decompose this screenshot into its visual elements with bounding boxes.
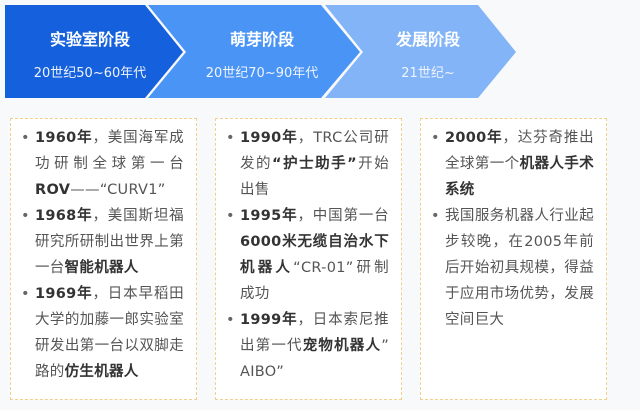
event-item: 1990年，TRC公司研发的“护士助手”开始出售: [226, 125, 390, 203]
event-text: ，日本索尼推出第一代: [240, 312, 389, 354]
stage-box-2: 1990年，TRC公司研发的“护士助手”开始出售 1995年，中国第一台 6000米…: [215, 118, 402, 400]
highlight-text: 机器人手术系统: [445, 156, 595, 198]
event-text: 我国服务机器人行业起步较晚，在2005年前后开始初具规模，得益于应用市场优势，发…: [445, 208, 594, 328]
event-text: 开始出售: [240, 156, 389, 198]
event-text: ——“CURV1”: [70, 182, 166, 198]
stage-title-2: 萌芽阶段: [229, 30, 294, 49]
event-item: 1999年，日本索尼推出第一代宠物机器人” AIBO”: [226, 307, 389, 385]
highlight-text: 2000年: [445, 130, 503, 146]
highlight-text: 1999年: [240, 312, 298, 328]
highlight-text: 1960年: [35, 130, 93, 146]
stage-timeline: [5, 5, 516, 98]
event-item: 我国服务机器人行业起步较晚，在2005年前后开始初具规模，得益于应用市场优势，发…: [431, 203, 594, 333]
stage-arrow-3: [325, 5, 516, 98]
stage-period-2: 20世纪70~90年代: [205, 66, 319, 81]
stage-arrow-2: [148, 5, 360, 98]
event-item: 2000年，达芬奇推出全球第一个机器人手术系统: [431, 125, 595, 203]
event-text: ” AIBO”: [240, 338, 389, 380]
event-item: 1968年，美国斯坦福研究所研制出世界上第一台智能机器人: [21, 203, 184, 281]
event-text: ，TRC公司研发的: [240, 130, 390, 172]
highlight-text: 6000米无缆自治水下机器人: [240, 234, 389, 276]
highlight-text: 宠物机器人: [302, 338, 382, 354]
stage-box-3: 2000年，达芬奇推出全球第一个机器人手术系统我国服务机器人行业起步较晚，在20…: [420, 118, 607, 400]
stage-period-1: 20世纪50~60年代: [33, 66, 147, 81]
event-text: ，美国斯坦福研究所研制出世界上第一台: [35, 208, 184, 276]
highlight-text: 1968年: [35, 208, 93, 224]
event-item: 1969年，日本早稻田大学的加藤一郎实验室研发出第一台以双脚走路的仿生机器人: [21, 281, 184, 385]
stage-box-1: 1960年，美国海军成功研制全球第一台 ROV——“CURV1” 1968年，美国斯…: [10, 118, 197, 400]
event-text: “CR-01”研制成功: [240, 260, 389, 302]
highlight-text: 智能机器人: [64, 260, 139, 276]
stage-arrow-1: [5, 5, 183, 98]
event-text: ，中国第一台: [297, 208, 389, 224]
event-text: ，达芬奇推出全球第一个: [445, 130, 594, 172]
highlight-text: 1995年: [240, 208, 298, 224]
stage-title-3: 发展阶段: [395, 30, 460, 49]
highlight-text: 1969年: [35, 286, 93, 302]
stage-period-3: 21世纪~: [401, 66, 455, 81]
stage-title-1: 实验室阶段: [49, 30, 130, 49]
event-item: 1995年，中国第一台 6000米无缆自治水下机器人“CR-01”研制成功: [226, 203, 389, 307]
highlight-text: 仿生机器人: [64, 364, 139, 380]
highlight-text: 1990年: [240, 130, 298, 146]
event-item: 1960年，美国海军成功研制全球第一台 ROV——“CURV1”: [21, 125, 184, 203]
event-text: ，日本早稻田大学的加藤一郎实验室研发出第一台以双脚走路的: [35, 286, 184, 380]
highlight-text: ROV: [35, 182, 71, 198]
highlight-text: “护士助手”: [272, 156, 357, 172]
event-text: ，美国海军成功研制全球第一台: [35, 130, 184, 172]
